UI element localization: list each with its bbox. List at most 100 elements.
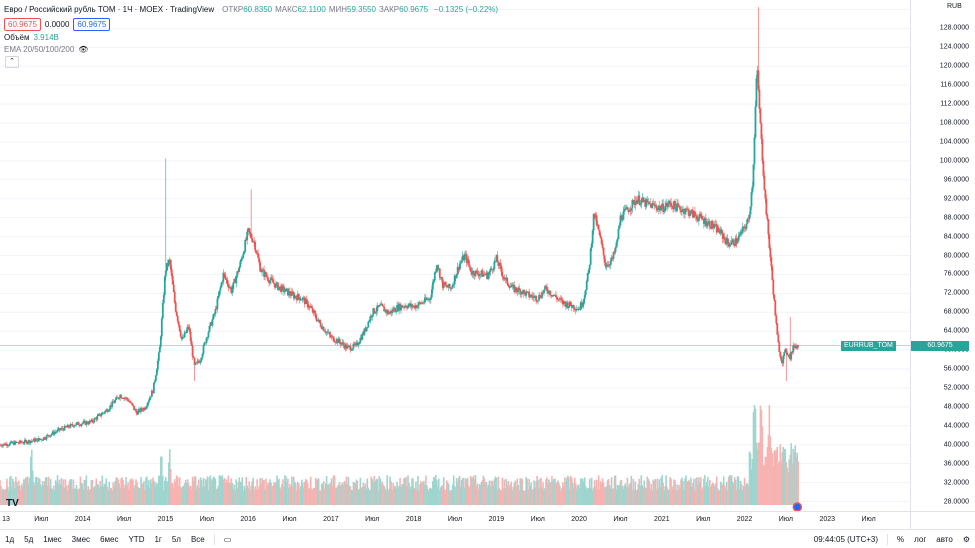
- candle-body: [380, 303, 383, 305]
- volume-bar: [608, 485, 611, 505]
- candle-body: [260, 271, 262, 273]
- range-button[interactable]: 5д: [24, 534, 34, 544]
- volume-bar: [797, 461, 799, 505]
- volume-bar: [387, 490, 389, 505]
- volume-bar: [105, 478, 108, 505]
- latest-bar-marker-icon[interactable]: [792, 502, 803, 512]
- range-button[interactable]: 1мес: [43, 534, 62, 544]
- range-button[interactable]: YTD: [128, 534, 145, 544]
- candle-body: [504, 277, 507, 280]
- range-button[interactable]: 1д: [5, 534, 15, 544]
- volume-bar: [189, 485, 192, 505]
- volume-bar: [788, 459, 791, 505]
- volume-bar: [579, 478, 582, 505]
- volume-bar: [249, 490, 251, 505]
- volume-legend[interactable]: Объём 3.914B: [4, 33, 59, 42]
- candle-body: [29, 441, 32, 444]
- volume-bar: [91, 479, 94, 505]
- volume-bar: [149, 488, 151, 505]
- chart-area[interactable]: [0, 0, 910, 512]
- price-tick-label: 76.0000: [943, 270, 969, 278]
- log-toggle[interactable]: лог: [914, 534, 927, 544]
- candle-body: [459, 262, 462, 265]
- range-button[interactable]: 3мес: [71, 534, 91, 544]
- candle-body: [750, 192, 753, 207]
- candle-body: [705, 225, 708, 227]
- candle-body: [754, 106, 757, 138]
- volume-bar: [364, 483, 367, 505]
- volume-bar: [700, 477, 702, 505]
- volume-bar: [512, 486, 515, 505]
- candle-body: [627, 209, 630, 212]
- volume-bar: [186, 479, 189, 505]
- time-tick-label: Июл: [778, 516, 794, 523]
- candle-body: [523, 290, 526, 292]
- percent-toggle[interactable]: %: [897, 534, 905, 544]
- ask-box[interactable]: 60.9675: [73, 18, 111, 31]
- candle-body: [565, 302, 568, 307]
- volume-bar: [534, 487, 536, 505]
- axis-settings-corner[interactable]: [910, 511, 975, 529]
- currency-label[interactable]: RUB: [947, 3, 962, 10]
- candle-body: [596, 225, 599, 226]
- auto-toggle[interactable]: авто: [936, 534, 953, 544]
- price-tick-label: 68.0000: [943, 308, 969, 316]
- volume-bar: [265, 478, 267, 505]
- price-chart[interactable]: [0, 0, 910, 512]
- candle-body: [657, 207, 660, 211]
- volume-bar: [605, 485, 608, 505]
- volume-bar: [159, 475, 161, 505]
- volume-bar: [123, 488, 125, 505]
- price-tick-label: 88.0000: [943, 214, 969, 222]
- candle-body: [492, 268, 495, 271]
- ema-legend[interactable]: EMA 20/50/100/200 👁: [4, 45, 88, 54]
- volume-bar: [155, 486, 157, 505]
- eye-icon[interactable]: 👁: [78, 45, 89, 54]
- candle-body: [782, 355, 785, 364]
- candle-body: [265, 272, 267, 277]
- tradingview-logo[interactable]: TV: [6, 498, 19, 509]
- settings-gear-icon[interactable]: ⚙: [962, 534, 970, 544]
- volume-bar: [653, 480, 656, 505]
- candle-body: [731, 239, 734, 241]
- candle-body: [553, 294, 555, 296]
- price-tick-label: 116.0000: [940, 81, 969, 89]
- range-button[interactable]: 1г: [154, 534, 162, 544]
- range-button[interactable]: 6мес: [100, 534, 119, 544]
- volume-bar: [27, 483, 30, 505]
- candle-body: [392, 309, 395, 312]
- candle-body: [676, 203, 678, 212]
- candle-body: [16, 442, 19, 443]
- candle-body: [508, 285, 511, 288]
- clock-display[interactable]: 09:44:05 (UTC+3): [813, 534, 879, 544]
- volume-bar: [533, 480, 535, 505]
- range-button[interactable]: 5л: [171, 534, 181, 544]
- candle-body: [182, 337, 185, 338]
- candle-body: [510, 286, 513, 288]
- volume-bar: [587, 488, 590, 505]
- candle-body: [680, 209, 682, 213]
- volume-bar: [575, 488, 578, 505]
- volume-bar: [663, 490, 665, 505]
- candle-body: [554, 294, 556, 296]
- range-button[interactable]: Все: [190, 534, 205, 544]
- volume-bar: [42, 485, 45, 505]
- symbol-title[interactable]: Евро / Российский рубль TOM · 1Ч · MOEX …: [4, 5, 215, 14]
- bid-box[interactable]: 60.9675: [4, 18, 41, 31]
- price-tick-label: 48.0000: [943, 403, 969, 411]
- date-range-icon[interactable]: ▭: [223, 534, 232, 544]
- candle-body: [28, 440, 31, 444]
- price-axis[interactable]: RUB 28.0000 32.0000 36.0000 40.0000 44.0000 4…: [910, 0, 975, 511]
- candle-body: [403, 306, 405, 308]
- price-tick-label: 120.0000: [939, 62, 969, 70]
- volume-bar: [236, 488, 239, 505]
- candle-body: [339, 341, 342, 345]
- time-axis[interactable]: 13 Июл 2014 Июл 2015 Июл 2016 Июл 2017 Июл 2018 Июл…: [0, 511, 910, 529]
- candle-body: [302, 297, 305, 299]
- collapse-legend-button[interactable]: ⌃: [5, 56, 19, 68]
- volume-bar: [237, 481, 240, 505]
- price-tick-label: 92.0000: [943, 195, 969, 203]
- candle-body: [568, 301, 571, 307]
- candle-body: [135, 409, 137, 412]
- candle-body: [270, 277, 272, 281]
